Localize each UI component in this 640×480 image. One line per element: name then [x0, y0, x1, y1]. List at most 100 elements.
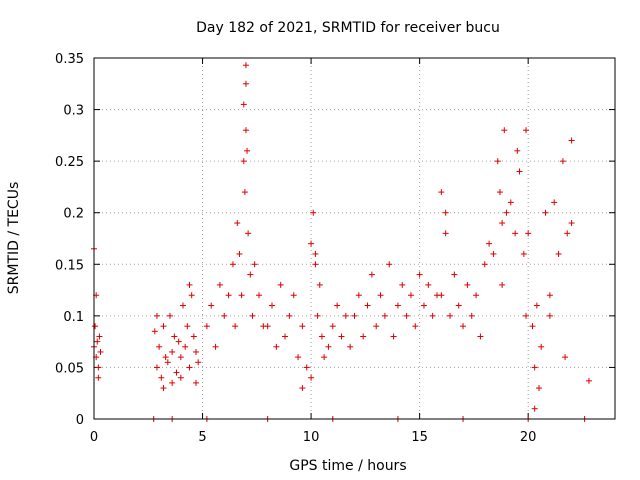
data-point: [377, 292, 384, 299]
data-point: [244, 147, 251, 154]
data-point: [242, 62, 249, 69]
data-point: [216, 281, 223, 288]
data-point: [329, 323, 336, 330]
data-point: [334, 302, 341, 309]
data-point: [92, 323, 99, 330]
data-point: [360, 333, 367, 340]
x-axis-label: GPS time / hours: [289, 458, 406, 474]
data-point: [522, 312, 529, 319]
data-point: [273, 343, 280, 350]
data-point: [368, 271, 375, 278]
data-point: [153, 364, 160, 371]
data-point: [551, 199, 558, 206]
data-point: [241, 189, 248, 196]
data-point: [251, 261, 258, 268]
data-point: [299, 323, 306, 330]
data-point: [238, 292, 245, 299]
data-point: [562, 354, 569, 361]
data-point: [390, 333, 397, 340]
plot-area-frame: [93, 57, 616, 420]
data-points: [91, 62, 592, 422]
data-point: [412, 323, 419, 330]
data-point: [555, 250, 562, 257]
y-tick-label: 0.1: [63, 310, 84, 325]
data-point: [516, 168, 523, 175]
data-point: [186, 364, 193, 371]
data-point: [221, 312, 228, 319]
data-point: [249, 312, 256, 319]
data-point: [464, 281, 471, 288]
chart-title: Day 182 of 2021, SRMTID for receiver buc…: [196, 20, 500, 36]
y-tick-label: 0.05: [55, 361, 84, 376]
data-point: [158, 374, 165, 381]
data-point: [559, 158, 566, 165]
data-point: [308, 240, 315, 247]
data-point: [282, 333, 289, 340]
data-point: [536, 385, 543, 392]
data-point: [229, 261, 236, 268]
data-point: [162, 354, 169, 361]
data-point: [438, 189, 445, 196]
data-point: [175, 338, 182, 345]
data-point: [338, 333, 345, 340]
data-point: [245, 230, 252, 237]
y-tick-label: 0: [76, 413, 84, 428]
data-point: [568, 220, 575, 227]
data-point: [208, 302, 215, 309]
data-point: [182, 343, 189, 350]
data-point: [240, 158, 247, 165]
data-point: [442, 230, 449, 237]
data-point: [342, 312, 349, 319]
data-point: [232, 323, 239, 330]
data-point: [96, 333, 103, 340]
data-point: [399, 281, 406, 288]
data-point: [347, 343, 354, 350]
data-point: [97, 348, 104, 355]
data-point: [499, 281, 506, 288]
data-point: [477, 333, 484, 340]
data-point: [531, 405, 538, 412]
data-point: [490, 250, 497, 257]
grid-lines: [94, 58, 615, 419]
data-point: [316, 281, 323, 288]
data-point: [151, 328, 158, 335]
axis-ticks: [93, 57, 615, 420]
data-point: [468, 312, 475, 319]
data-point: [308, 374, 315, 381]
data-point: [512, 230, 519, 237]
data-point: [520, 250, 527, 257]
data-point: [542, 209, 549, 216]
data-point: [169, 348, 176, 355]
data-point: [496, 189, 503, 196]
data-point: [325, 343, 332, 350]
x-tick-label: 0: [90, 430, 98, 445]
data-point: [407, 292, 414, 299]
data-point: [355, 292, 362, 299]
data-point: [564, 230, 571, 237]
data-point: [255, 292, 262, 299]
data-point: [514, 147, 521, 154]
data-point: [486, 240, 493, 247]
data-point: [381, 312, 388, 319]
data-point: [481, 261, 488, 268]
data-point: [212, 343, 219, 350]
data-point: [286, 312, 293, 319]
data-point: [529, 323, 536, 330]
data-point: [234, 220, 241, 227]
data-point: [269, 302, 276, 309]
y-tick-label: 0.2: [63, 207, 84, 222]
data-point: [503, 209, 510, 216]
data-point: [160, 323, 167, 330]
data-point: [386, 261, 393, 268]
data-point: [373, 323, 380, 330]
data-point: [499, 220, 506, 227]
data-point: [507, 199, 514, 206]
data-point: [351, 312, 358, 319]
y-tick-label: 0.25: [55, 155, 84, 170]
data-point: [180, 302, 187, 309]
data-point: [314, 312, 321, 319]
data-point: [173, 369, 180, 376]
data-point: [225, 292, 232, 299]
data-point: [195, 359, 202, 366]
